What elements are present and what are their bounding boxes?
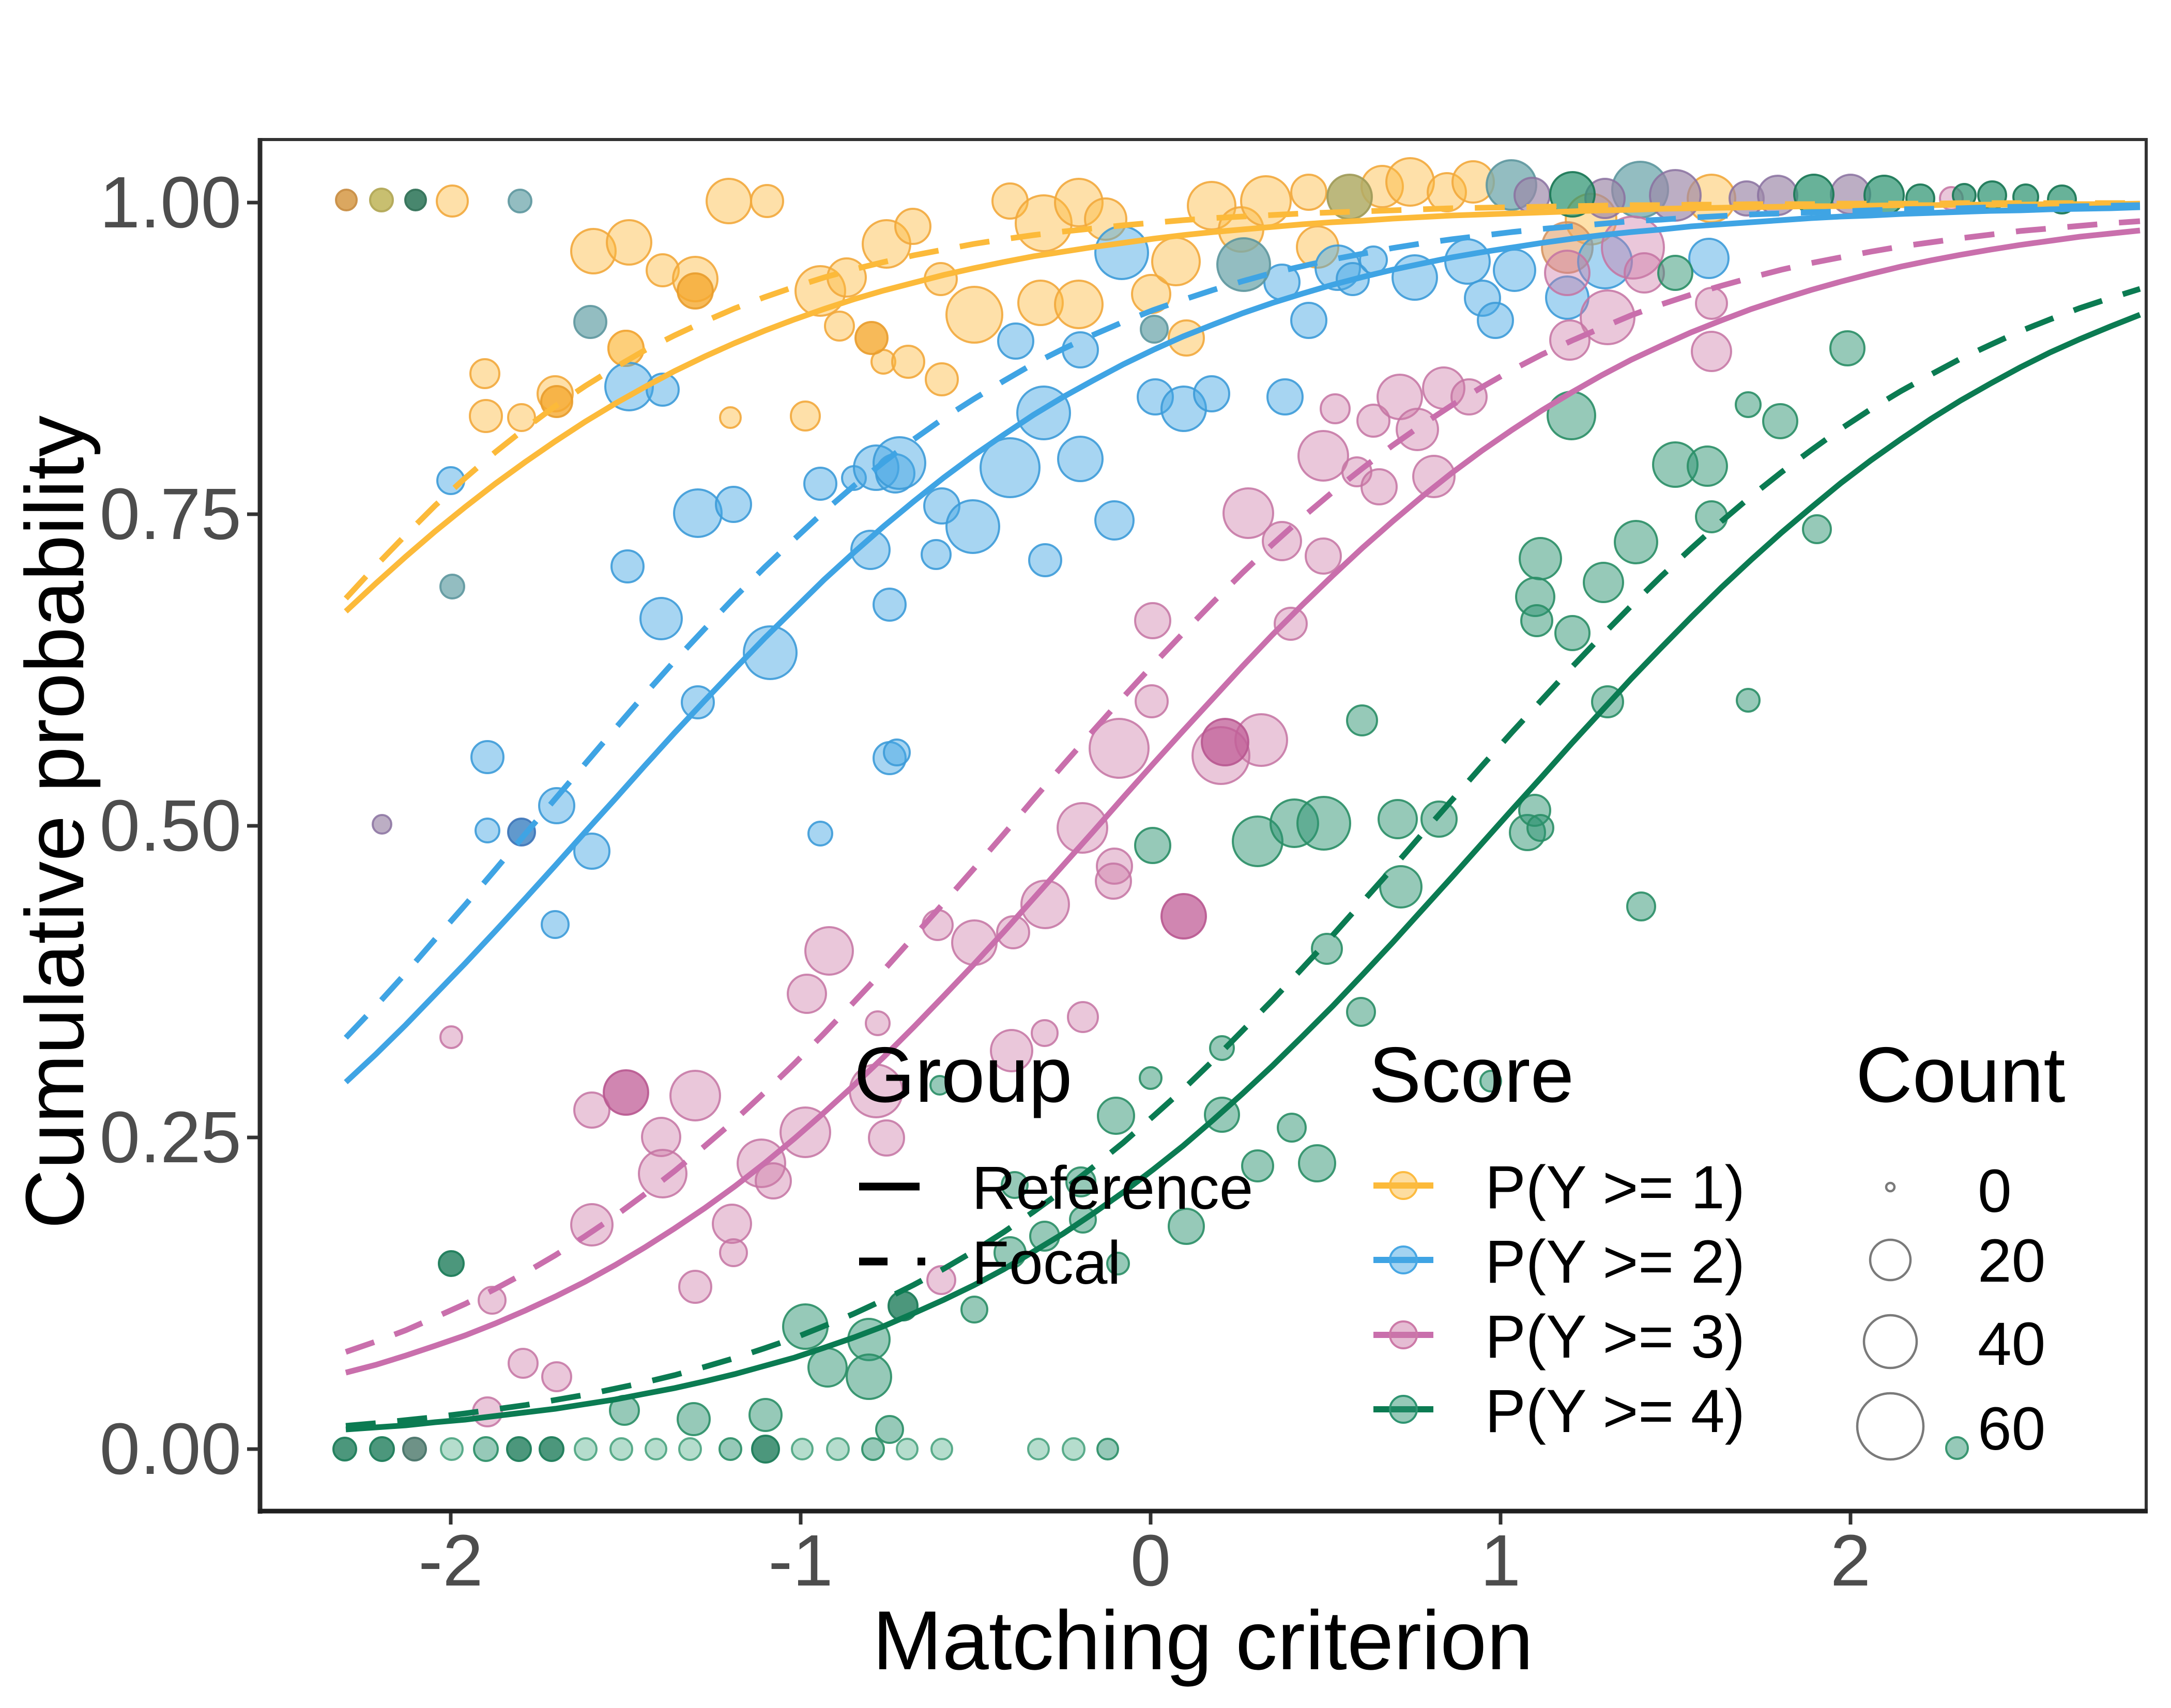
- svg-text:1.00: 1.00: [100, 161, 241, 243]
- svg-text:Count: Count: [1856, 1031, 2066, 1119]
- svg-text:Cumulative probability: Cumulative probability: [8, 416, 101, 1229]
- svg-text:Reference: Reference: [972, 1154, 1253, 1222]
- svg-text:-2: -2: [418, 1519, 483, 1601]
- svg-text:1: 1: [1480, 1519, 1521, 1601]
- svg-text:0.75: 0.75: [100, 473, 241, 555]
- svg-text:Focal: Focal: [972, 1229, 1121, 1297]
- svg-text:60: 60: [1978, 1395, 2045, 1463]
- svg-text:0: 0: [1978, 1157, 2012, 1225]
- svg-text:P(Y >= 3): P(Y >= 3): [1485, 1303, 1745, 1371]
- svg-text:40: 40: [1978, 1310, 2045, 1378]
- svg-text:-1: -1: [768, 1519, 833, 1601]
- svg-text:P(Y >= 1): P(Y >= 1): [1485, 1153, 1745, 1222]
- svg-text:P(Y >= 4): P(Y >= 4): [1485, 1377, 1745, 1445]
- svg-text:P(Y >= 2): P(Y >= 2): [1485, 1228, 1745, 1296]
- svg-text:20: 20: [1978, 1227, 2045, 1295]
- svg-text:Group: Group: [854, 1031, 1072, 1119]
- svg-text:2: 2: [1830, 1519, 1871, 1601]
- svg-text:0.00: 0.00: [100, 1408, 241, 1489]
- svg-text:Matching criterion: Matching criterion: [873, 1594, 1534, 1687]
- svg-text:0.50: 0.50: [100, 784, 241, 866]
- svg-text:0.25: 0.25: [100, 1096, 241, 1178]
- svg-text:Score: Score: [1369, 1031, 1574, 1119]
- svg-text:0: 0: [1130, 1519, 1171, 1601]
